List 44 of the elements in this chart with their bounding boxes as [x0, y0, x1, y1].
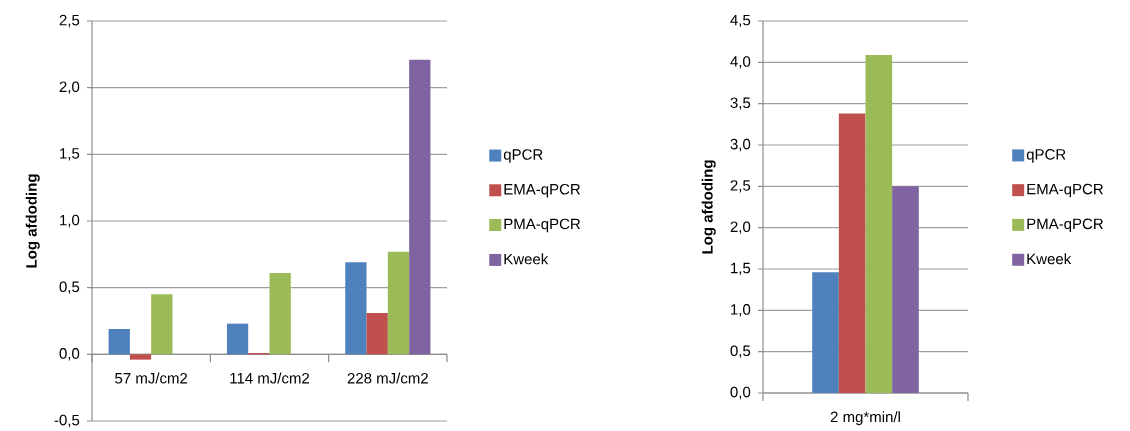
y-tick-label: 0,5	[730, 345, 751, 358]
bar	[151, 294, 173, 355]
y-tick-label: 4,5	[730, 14, 751, 28]
y-tick-label: 1,0	[731, 304, 751, 317]
bar	[812, 272, 839, 393]
bar	[345, 262, 367, 355]
bar	[129, 354, 152, 360]
y-tick-label: 0,0	[59, 348, 80, 361]
bar	[108, 328, 130, 355]
y-tick-label: 2,0	[730, 221, 751, 234]
y-tick-label: 1,5	[60, 148, 80, 161]
legend-label: PMA-qPCR	[504, 218, 581, 233]
y-tick-label: -0,5	[54, 414, 80, 428]
x-tick-label: 114 mJ/cm2	[230, 372, 310, 384]
y-tick-label: 2,0	[59, 81, 80, 94]
legend-label: qPCR	[1026, 149, 1066, 163]
y-tick-label: 2,5	[59, 14, 80, 28]
bar	[269, 272, 291, 355]
y-tick-label: 1,0	[60, 214, 80, 228]
y-tick-label: 4,0	[730, 56, 751, 69]
y-tick-label: 0,0	[730, 386, 751, 400]
y-axis-title: Log afdoding	[701, 160, 716, 254]
x-tick-label: 57 mJ/cm2	[115, 372, 188, 384]
y-tick-label: 3,5	[730, 97, 751, 110]
legend-label: Kweek	[504, 253, 549, 265]
bar	[838, 113, 866, 393]
x-tick-label: 2 mg*min/l	[830, 411, 900, 426]
bar	[865, 54, 893, 393]
y-tick-label: 1,5	[731, 262, 751, 276]
bar	[387, 251, 410, 355]
bar	[892, 186, 919, 393]
bar	[226, 323, 249, 355]
bar	[409, 59, 431, 355]
y-axis-title: Log afdoding	[25, 174, 40, 268]
legend-label: Kweek	[1027, 253, 1072, 265]
legend-label: PMA-qPCR	[1027, 218, 1103, 233]
bar	[366, 312, 388, 355]
y-tick-label: 0,5	[59, 281, 80, 294]
y-tick-label: 3,0	[730, 138, 751, 152]
legend-label: EMA-qPCR	[1027, 183, 1103, 198]
y-tick-label: 2,5	[730, 180, 751, 193]
legend-label: EMA-qPCR	[504, 183, 581, 198]
x-tick-label: 228 mJ/cm2	[347, 372, 428, 384]
legend-label: qPCR	[503, 149, 543, 163]
